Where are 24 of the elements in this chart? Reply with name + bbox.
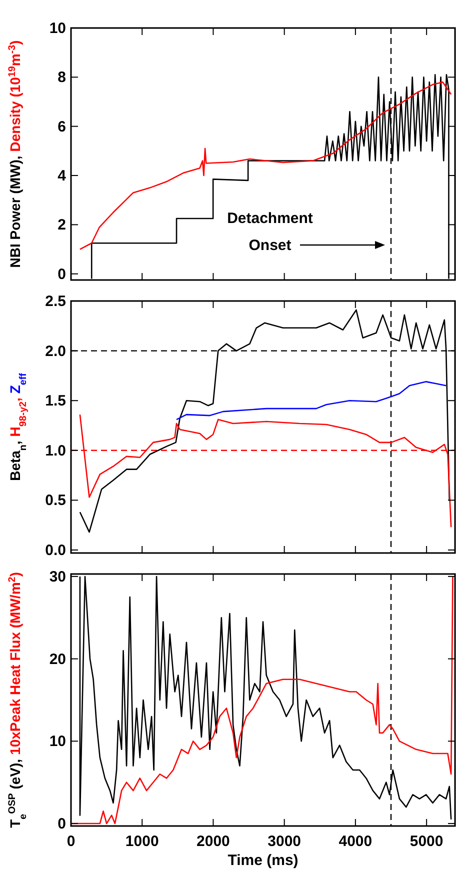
x-tick-label: 5000	[410, 833, 444, 850]
x-tick-label: 4000	[338, 833, 372, 850]
x-axis-title: Time (ms)	[228, 852, 298, 869]
y-tick-label: 0.0	[45, 542, 66, 560]
y-tick-label: 2.5	[45, 293, 66, 310]
y-tick-label: 10	[49, 20, 66, 37]
y-tick-label: 0.5	[45, 492, 66, 510]
y-tick-label: 2.0	[45, 342, 66, 360]
x-tick-label: 2000	[196, 833, 230, 850]
y-tick-label: 2	[58, 216, 66, 234]
text: NBI Power (MW),	[7, 156, 23, 268]
y-tick-label: 4	[58, 168, 67, 185]
y-tick-label: 0	[58, 816, 66, 833]
y-tick-label: 8	[58, 69, 66, 86]
y-tick-label: 0	[58, 266, 66, 283]
y-tick-label: 1.0	[45, 442, 66, 460]
annotation: Detachment Onset	[227, 210, 313, 254]
y-tick-label: 6	[58, 118, 66, 136]
x-tick-label: 1000	[125, 833, 159, 850]
y-tick-label: 1.5	[45, 392, 66, 410]
y-tick-label: 20	[49, 650, 66, 668]
x-tick-label: 3000	[268, 833, 302, 850]
y-tick-label: 10	[49, 733, 66, 750]
y-tick-label: 30	[49, 568, 66, 586]
